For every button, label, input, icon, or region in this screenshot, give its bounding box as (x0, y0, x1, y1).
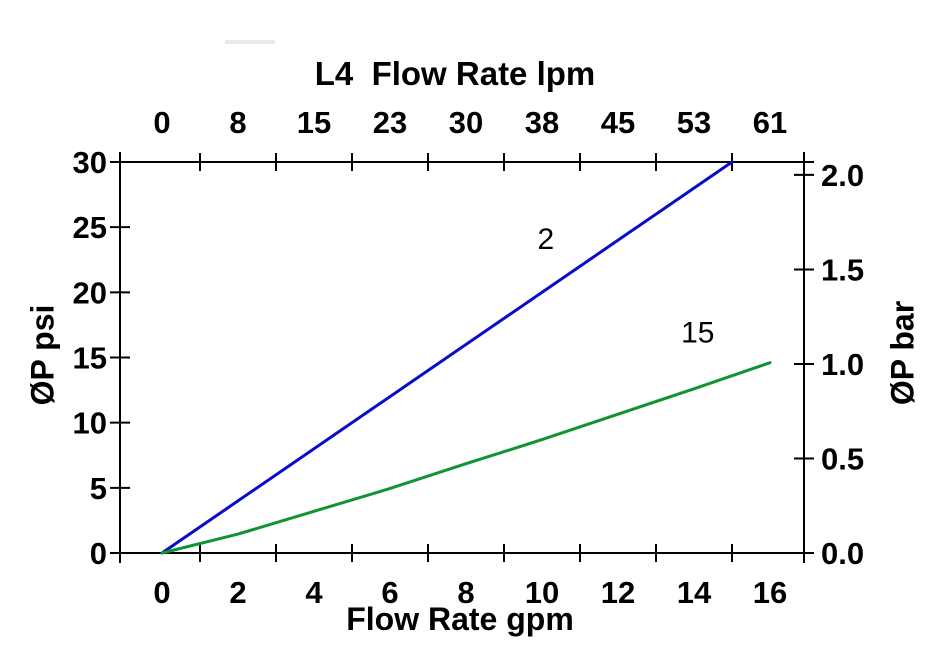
bottom-axis-tick-label: 8 (457, 575, 474, 610)
left-axis-tick-label: 25 (73, 210, 107, 245)
bottom-axis-tick-label: 6 (381, 575, 398, 610)
left-axis-tick-label: 0 (90, 536, 107, 571)
top-axis-tick-label: 23 (373, 105, 407, 140)
series-line-2 (160, 160, 734, 555)
bottom-axis-tick-label: 16 (753, 575, 787, 610)
bottom-axis-label: Flow Rate gpm (346, 601, 574, 637)
left-axis-tick-label: 10 (73, 406, 107, 441)
left-axis-tick-label: 30 (73, 145, 107, 180)
series-label-2: 2 (537, 223, 554, 256)
top-axis-title: L4 Flow Rate lpm (314, 55, 596, 92)
bottom-axis-tick-label: 14 (677, 575, 712, 610)
right-axis-tick-label: 1.0 (821, 347, 864, 382)
left-axis-tick-label: 15 (73, 341, 107, 376)
artifact-smudge (225, 40, 275, 44)
bottom-axis-tick-label: 4 (305, 575, 323, 610)
left-axis-tick-label: 20 (73, 275, 107, 310)
top-axis-tick-label: 45 (601, 105, 635, 140)
top-axis-tick-label: 15 (297, 105, 331, 140)
bottom-axis-tick-label: 10 (525, 575, 559, 610)
top-axis-tick-label: 38 (525, 105, 559, 140)
bottom-axis-tick-label: 12 (601, 575, 635, 610)
bottom-axis-tick-label: 2 (229, 575, 246, 610)
right-axis-tick-label: 0.0 (821, 536, 864, 571)
top-axis-tick-label: 30 (449, 105, 483, 140)
series-label-15: 15 (681, 317, 714, 350)
right-axis-tick-label: 2.0 (821, 158, 864, 193)
bottom-axis-tick-label: 0 (153, 575, 170, 610)
top-axis-tick-label: 0 (153, 105, 170, 140)
top-axis-tick-label: 61 (753, 105, 787, 140)
left-axis-tick-label: 5 (90, 471, 107, 506)
top-axis-tick-label: 53 (677, 105, 711, 140)
right-axis-tick-label: 1.5 (821, 252, 864, 287)
top-axis-tick-label: 8 (229, 105, 246, 140)
series-line-15 (160, 361, 772, 555)
right-axis-tick-label: 0.5 (821, 441, 864, 476)
